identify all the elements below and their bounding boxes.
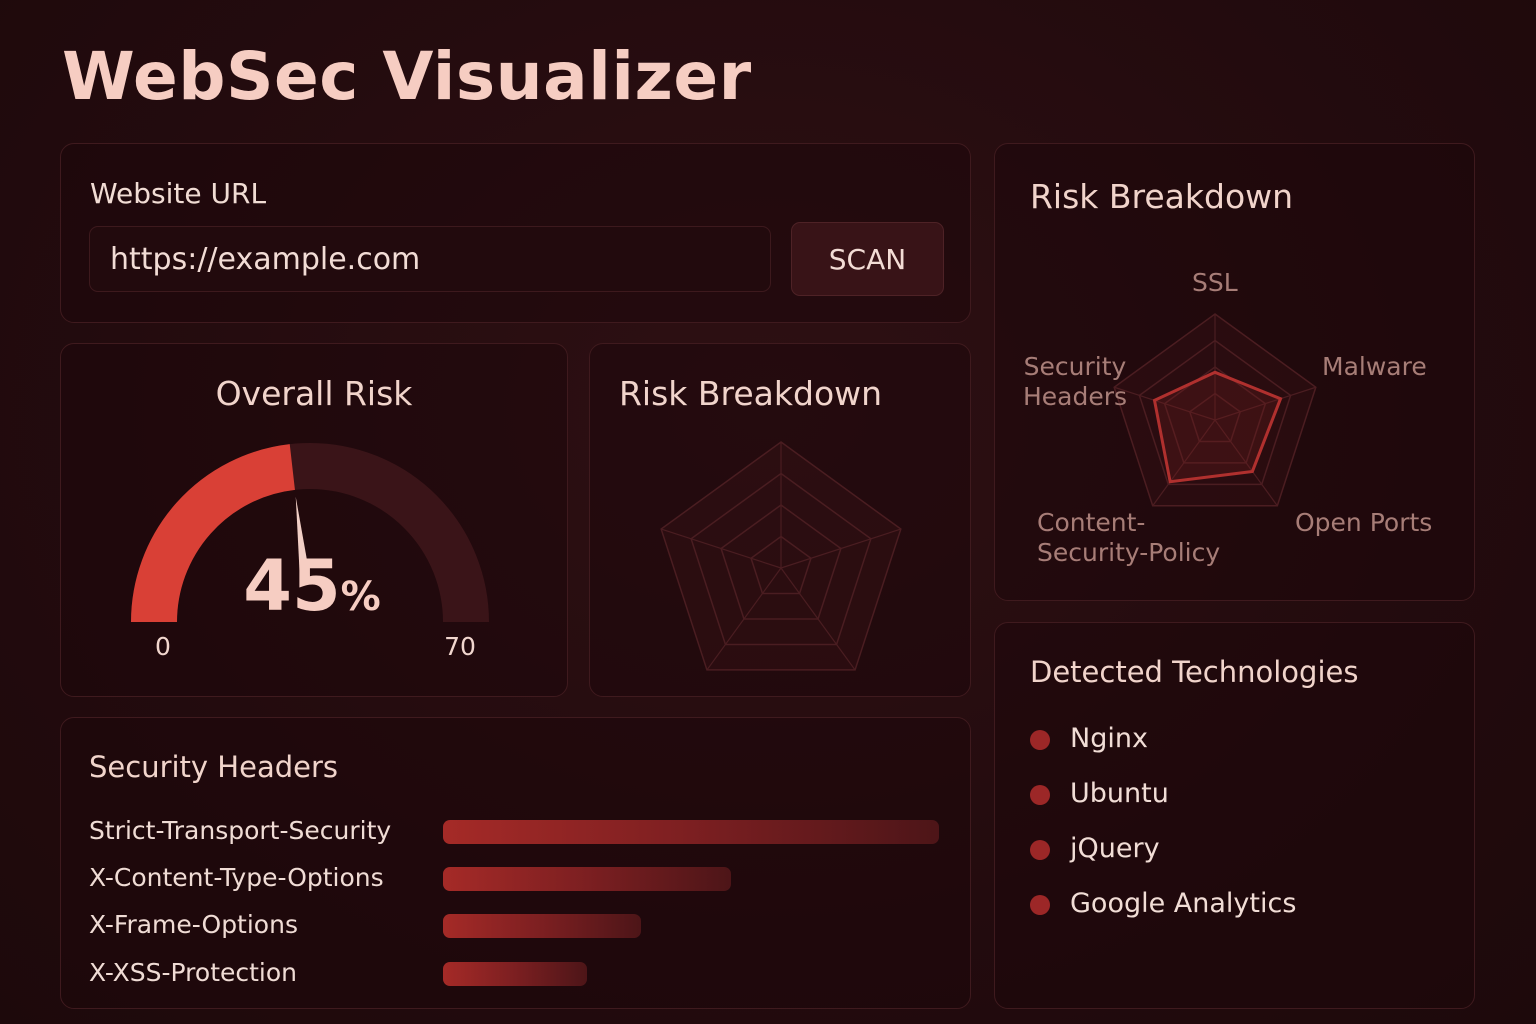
risk-breakdown-mid-card: Risk Breakdown — [589, 343, 971, 697]
header-name: Strict-Transport-Security — [89, 816, 392, 845]
header-name: X-XSS-Protection — [89, 958, 298, 987]
header-bar — [443, 867, 731, 891]
risk-breakdown-mid-title: Risk Breakdown — [619, 374, 883, 413]
header-name: X-Frame-Options — [89, 910, 298, 939]
overall-risk-card: Overall Risk — [60, 343, 568, 697]
radar-label-security-headers: Security Headers — [1021, 352, 1129, 412]
risk-breakdown-title: Risk Breakdown — [1030, 177, 1294, 216]
radar-label-ssl: SSL — [1192, 268, 1238, 297]
app-title: WebSec Visualizer — [62, 38, 752, 115]
bullet-dot-icon — [1030, 730, 1050, 750]
header-bar-track — [443, 867, 939, 891]
radar-label-sh-line2: Headers — [1022, 382, 1128, 411]
radar-label-sh-line1: Security — [1023, 352, 1127, 381]
technology-label: jQuery — [1070, 833, 1160, 864]
header-bar-track — [443, 914, 939, 938]
url-input[interactable] — [89, 226, 771, 292]
radar-label-malware: Malware — [1322, 352, 1427, 381]
bullet-dot-icon — [1030, 895, 1050, 915]
header-bar — [443, 962, 587, 986]
security-headers-title: Security Headers — [89, 750, 339, 784]
overall-risk-title: Overall Risk — [215, 374, 413, 413]
header-bar — [443, 820, 939, 844]
header-row: X-Content-Type-Options — [89, 863, 959, 893]
detected-technologies-card: Detected Technologies Nginx Ubuntu jQuer… — [994, 622, 1475, 1009]
scan-button[interactable]: SCAN — [791, 222, 944, 296]
technology-label: Google Analytics — [1070, 888, 1297, 919]
radar-label-csp-line2: Security-Policy — [1037, 538, 1221, 567]
url-label: Website URL — [90, 177, 267, 210]
radar-label-csp-line1: Content- — [1037, 508, 1146, 537]
technology-label: Ubuntu — [1070, 778, 1169, 809]
header-row: Strict-Transport-Security — [89, 816, 959, 846]
header-bar-track — [443, 820, 939, 844]
security-headers-card: Security Headers Strict-Transport-Securi… — [60, 717, 971, 1009]
radar-label-csp: Content- Security-Policy — [1037, 508, 1220, 568]
technology-label: Nginx — [1070, 723, 1148, 754]
bullet-dot-icon — [1030, 785, 1050, 805]
header-bar-track — [443, 962, 939, 986]
detected-technologies-title: Detected Technologies — [1030, 655, 1359, 689]
bullet-dot-icon — [1030, 840, 1050, 860]
radar-label-open-ports: Open Ports — [1295, 508, 1433, 537]
url-card: Website URL SCAN — [60, 143, 971, 323]
header-row: X-Frame-Options — [89, 910, 959, 940]
header-name: X-Content-Type-Options — [89, 863, 384, 892]
header-row: X-XSS-Protection — [89, 958, 959, 988]
header-bar — [443, 914, 642, 938]
